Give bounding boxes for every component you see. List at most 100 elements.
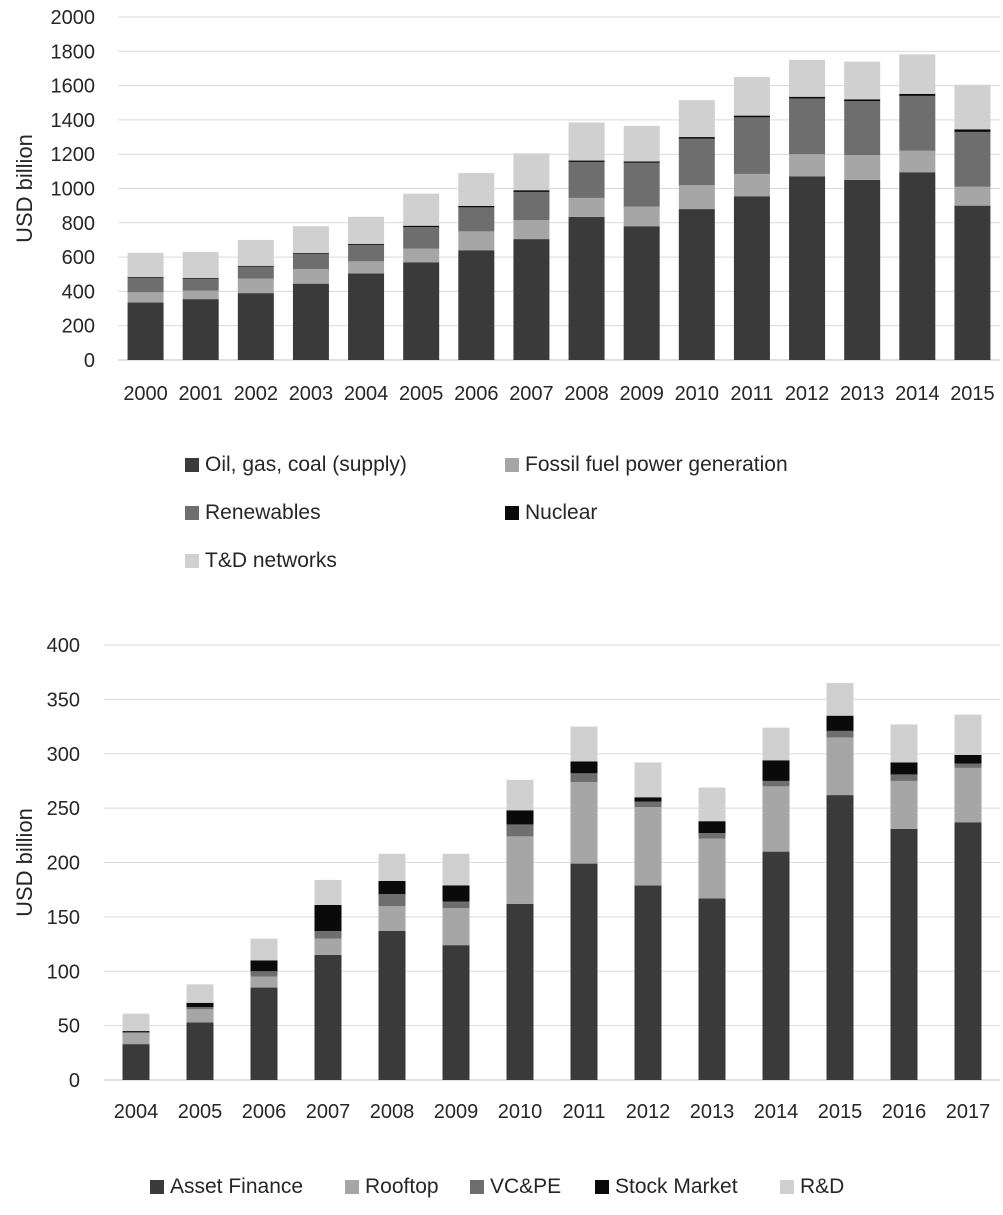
bar-segment <box>122 1031 150 1033</box>
x-tick-label: 2005 <box>178 1101 223 1123</box>
bar-segment <box>623 226 660 360</box>
bar-segment <box>826 795 854 1080</box>
x-tick-label: 2011 <box>562 1101 605 1123</box>
x-tick-label: 2010 <box>675 383 720 405</box>
bar-segment <box>762 760 790 781</box>
bar-segment <box>570 773 598 783</box>
bar-segment <box>237 278 274 294</box>
x-tick-label: 2015 <box>818 1101 863 1123</box>
bar-segment <box>634 807 662 886</box>
y-axis-title: USD billion <box>12 134 37 243</box>
y-tick-label: 1600 <box>51 76 96 98</box>
legend-swatch <box>150 1180 164 1194</box>
bar-segment <box>570 761 598 774</box>
bar-segment <box>954 763 982 768</box>
x-tick-label: 2003 <box>289 383 334 405</box>
bar-segment <box>789 59 826 97</box>
x-tick-label: 2007 <box>509 383 554 405</box>
bar-segment <box>678 209 715 360</box>
bar-segment <box>314 938 342 955</box>
bar-segment <box>122 1013 150 1032</box>
bar-segment <box>678 137 715 139</box>
bar-segment <box>844 179 881 360</box>
bar-segment <box>348 216 385 245</box>
bar-segment <box>182 251 219 278</box>
y-tick-label: 200 <box>47 853 80 875</box>
bar-segment <box>237 293 274 360</box>
bar-segment <box>623 161 660 163</box>
bar-segment <box>678 100 715 138</box>
bar-segment <box>506 903 534 1080</box>
bar-segment <box>890 828 918 1080</box>
x-tick-label: 2004 <box>114 1101 159 1123</box>
x-tick-label: 2014 <box>754 1101 799 1123</box>
bar-segment <box>568 216 605 360</box>
bar-segment <box>403 193 440 226</box>
bar-segment <box>182 277 219 279</box>
x-tick-label: 2013 <box>840 383 885 405</box>
bar-segment <box>623 125 660 162</box>
y-tick-label: 1200 <box>51 144 96 166</box>
bar-segment <box>890 762 918 775</box>
y-tick-label: 400 <box>62 281 95 303</box>
bar-segment <box>826 715 854 731</box>
y-tick-label: 800 <box>62 213 95 235</box>
bar-segment <box>237 266 274 279</box>
bar-segment <box>698 833 726 839</box>
bar-segment <box>314 931 342 939</box>
bar-segment <box>570 726 598 762</box>
bar-segment <box>826 683 854 716</box>
bar-segment <box>789 176 826 360</box>
legend-swatch <box>185 458 199 472</box>
chart-2: 0 50 100 150 200 250 300 350 400 USD billion 2004 2… <box>12 635 1000 1198</box>
x-tick-label: 2013 <box>690 1101 735 1123</box>
x-tick-label: 2015 <box>950 383 995 405</box>
bar-segment <box>127 302 164 360</box>
x-tick-label: 2010 <box>498 1101 543 1123</box>
y-tick-label: 0 <box>69 1070 80 1092</box>
chart-1: 0 200 400 600 800 1000 1200 1400 1600 1800 2000 USD… <box>12 7 1000 572</box>
y-tick-label: 100 <box>47 961 80 983</box>
bar-segment <box>844 155 881 180</box>
y-axis-title: USD billion <box>12 808 37 917</box>
bar-segment <box>442 945 470 1080</box>
y-tick-label: 1800 <box>51 41 96 63</box>
legend-swatch <box>505 506 519 520</box>
legend-swatch <box>505 458 519 472</box>
bar-segment <box>733 115 770 118</box>
y-tick-label: 50 <box>58 1016 80 1038</box>
x-tick-label: 2009 <box>434 1101 479 1123</box>
bar-segment <box>954 754 982 764</box>
bar-segment <box>250 987 278 1080</box>
y-tick-label: 600 <box>62 247 95 269</box>
legend-swatch <box>185 506 199 520</box>
bar-segment <box>348 245 385 262</box>
legend-label: Renewables <box>205 501 321 524</box>
bar-segment <box>733 173 770 197</box>
y-tick-label: 400 <box>47 635 80 657</box>
x-tick-label: 2002 <box>234 383 279 405</box>
legend-label: Oil, gas, coal (supply) <box>205 453 407 476</box>
bar-segment <box>568 161 605 198</box>
legend-label: VC&PE <box>490 1175 561 1198</box>
bar-segment <box>513 191 550 221</box>
x-tick-label: 2001 <box>178 383 223 405</box>
legend-swatch <box>780 1180 794 1194</box>
bar-segment <box>733 117 770 174</box>
legend-label: Asset Finance <box>170 1175 303 1198</box>
bar-segment <box>458 205 495 208</box>
x-tick-label: 2005 <box>399 383 444 405</box>
legend-swatch <box>345 1180 359 1194</box>
bar-segment <box>442 853 470 886</box>
x-tick-label: 2008 <box>370 1101 415 1123</box>
bar-segment <box>733 77 770 116</box>
bar-segment <box>186 1009 214 1023</box>
bar-segment <box>186 1007 214 1010</box>
y-tick-label: 250 <box>47 798 80 820</box>
legend-label: Nuclear <box>525 501 597 524</box>
legend-label: T&D networks <box>205 549 337 572</box>
x-tick-label: 2009 <box>619 383 664 405</box>
bar-segment <box>292 269 329 284</box>
bar-segment <box>506 824 534 837</box>
